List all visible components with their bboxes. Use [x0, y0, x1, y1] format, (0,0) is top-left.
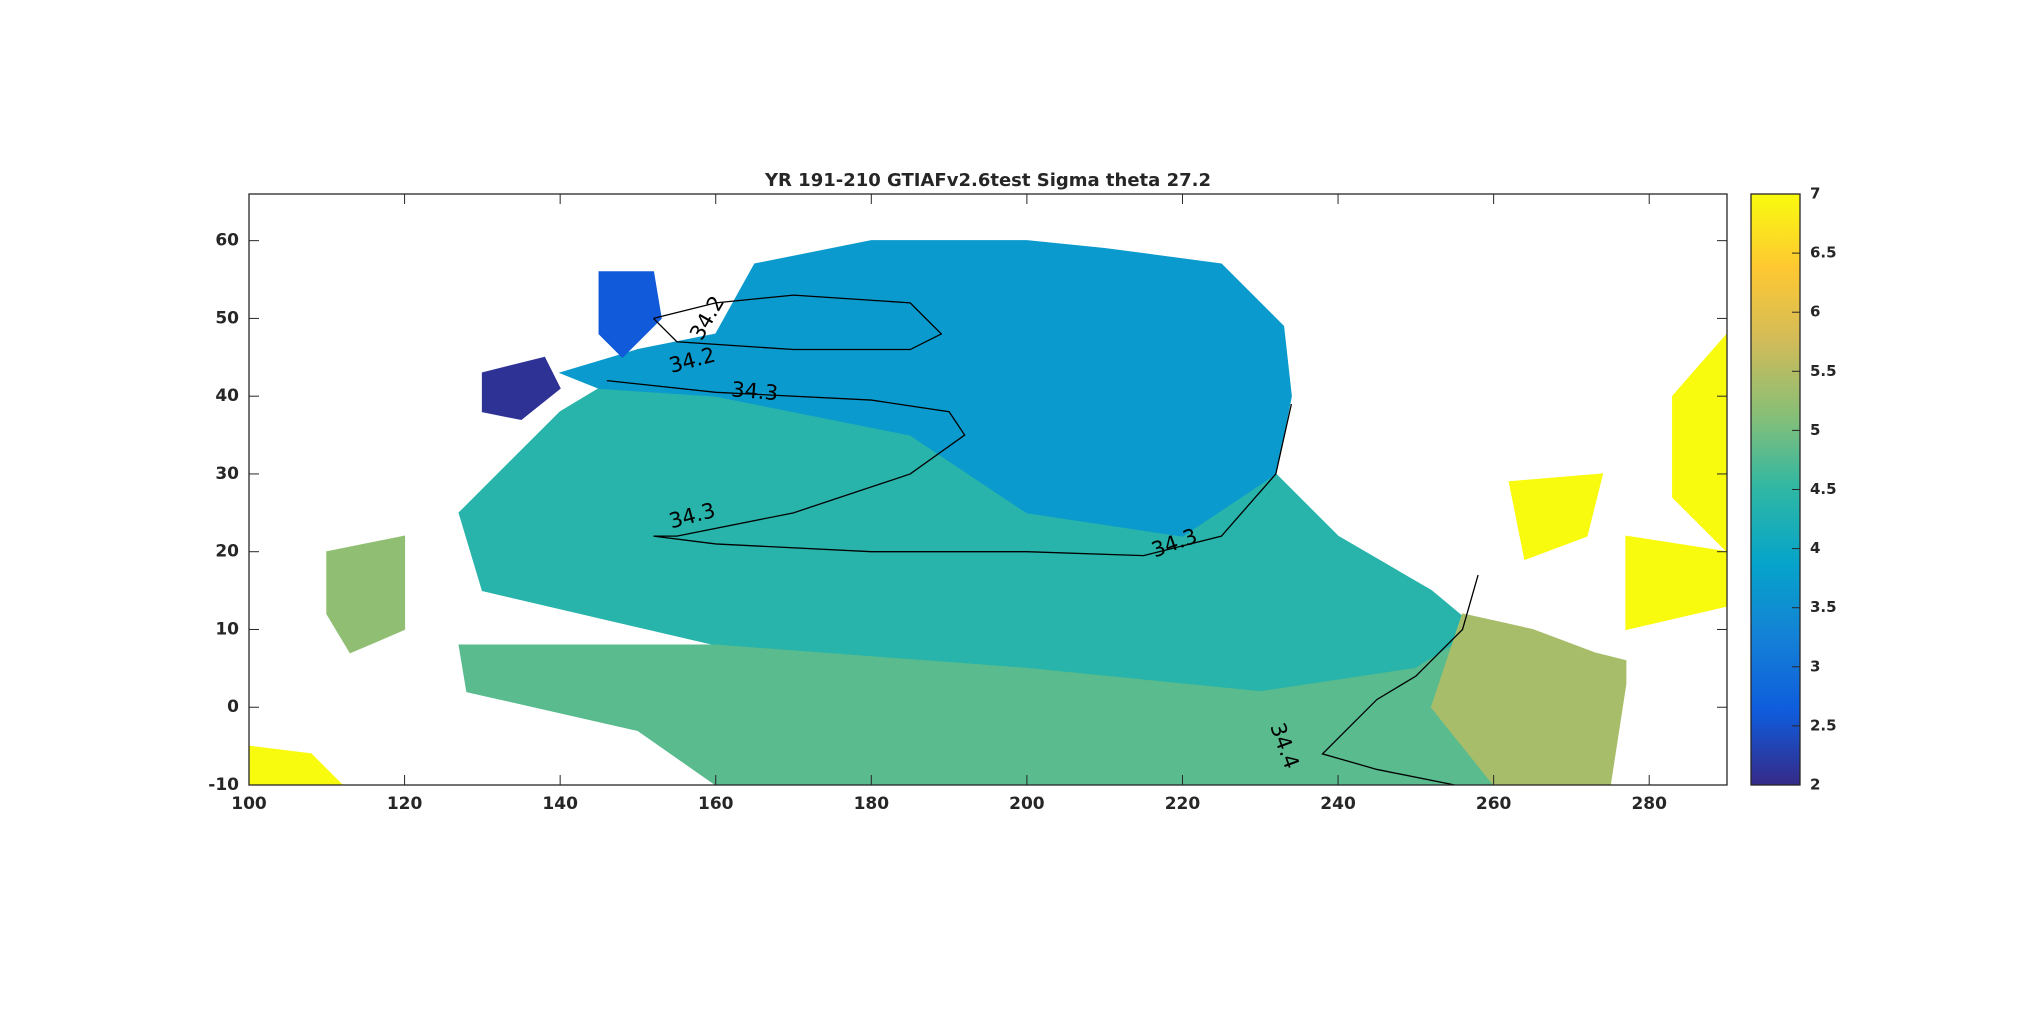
x-tick-label: 140	[542, 794, 578, 814]
plot-area: 34.234.234.334.334.334.4	[249, 194, 1727, 785]
field-region	[249, 745, 344, 785]
x-tick-label: 220	[1165, 794, 1201, 814]
field-region	[1625, 535, 1727, 631]
contour-line	[606, 379, 1293, 557]
colorbar-tick-label: 5.5	[1810, 362, 1837, 380]
y-tick-label: 30	[215, 464, 239, 484]
y-tick-label: 40	[215, 386, 239, 406]
colorbar-tick-label: 5	[1810, 421, 1820, 439]
x-tick-label: 200	[1009, 794, 1045, 814]
field-region	[1430, 613, 1627, 785]
y-tick-label: 0	[227, 697, 239, 717]
y-tick-label: 60	[215, 231, 239, 251]
x-tick-label: 100	[231, 794, 267, 814]
contour-line	[1321, 574, 1479, 785]
colorbar-tick-label: 4	[1810, 539, 1820, 557]
field-region	[1508, 473, 1604, 561]
x-tick-label: 120	[387, 794, 423, 814]
colorbar-tick-label: 4.5	[1810, 480, 1837, 498]
x-tick-label: 180	[854, 794, 890, 814]
field-region	[598, 271, 662, 359]
y-tick-label: 20	[215, 542, 239, 562]
colorbar	[1750, 193, 1801, 786]
x-tick-label: 280	[1631, 794, 1667, 814]
field-region	[558, 240, 1292, 537]
contour-label: 34.3	[730, 377, 779, 405]
colorbar-tick-label: 2	[1810, 776, 1820, 794]
contour-line	[653, 294, 943, 351]
field-region	[326, 535, 406, 654]
colorbar-tick-label: 7	[1810, 185, 1820, 203]
colorbar-tick-label: 3.5	[1810, 598, 1837, 616]
y-tick-label: -10	[208, 775, 239, 795]
field-region	[481, 356, 561, 421]
colorbar-tick-label: 2.5	[1810, 716, 1837, 734]
colorbar-tick-label: 6.5	[1810, 244, 1837, 262]
y-tick-label: 50	[215, 308, 239, 328]
x-tick-label: 260	[1476, 794, 1512, 814]
plot-frame	[248, 193, 1728, 786]
colorbar-tick-label: 6	[1810, 303, 1820, 321]
chart-title: YR 191-210 GTIAFv2.6test Sigma theta 27.…	[764, 170, 1211, 191]
field-region	[1672, 333, 1727, 553]
x-tick-label: 160	[698, 794, 734, 814]
x-tick-label: 240	[1320, 794, 1356, 814]
y-tick-label: 10	[215, 619, 239, 639]
colorbar-tick-label: 3	[1810, 657, 1820, 675]
